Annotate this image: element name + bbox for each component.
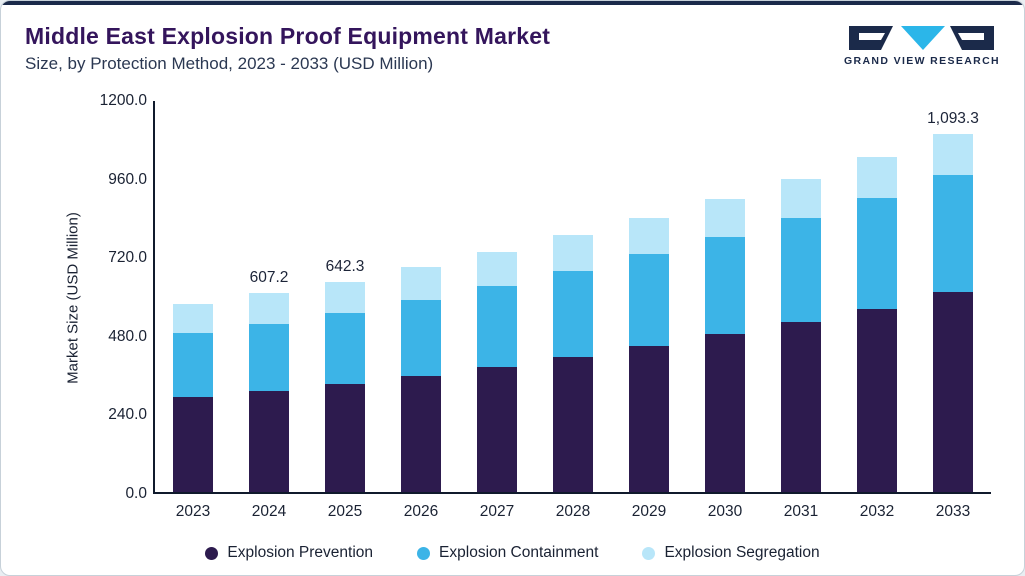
title-block: Middle East Explosion Proof Equipment Ma…: [25, 23, 550, 74]
bar-segment-explosion-containment: [249, 323, 289, 392]
bar-group-2026: 2026: [401, 101, 441, 520]
y-tick-label: 240.0: [108, 406, 147, 424]
legend: Explosion Prevention Explosion Containmen…: [1, 544, 1024, 562]
bar-segment-explosion-containment: [173, 333, 213, 398]
bar-segment-explosion-containment: [477, 285, 517, 367]
legend-label: Explosion Segregation: [664, 544, 820, 561]
bar-segment-explosion-containment: [629, 254, 669, 346]
x-axis-label: 2031: [783, 503, 819, 520]
bar-segment-explosion-containment: [781, 217, 821, 323]
brand-logo: GRAND VIEW RESEARCH: [844, 25, 1000, 67]
x-axis-label: 2033: [935, 503, 971, 520]
bar-group-2030: 2030: [705, 101, 745, 520]
bar-segment-explosion-prevention: [325, 384, 365, 492]
y-tick-label: 720.0: [108, 249, 147, 267]
bar-segment-explosion-prevention: [705, 334, 745, 492]
bar-segment-explosion-prevention: [249, 391, 289, 492]
bar-segment-explosion-containment: [857, 197, 897, 310]
legend-label: Explosion Prevention: [227, 544, 374, 561]
y-tick-label: 960.0: [108, 170, 147, 188]
x-axis-label: 2028: [555, 503, 591, 520]
x-axis-label: 2023: [175, 503, 211, 520]
bar-segment-explosion-segregation: [553, 235, 593, 271]
y-tick-label: 480.0: [108, 327, 147, 345]
x-axis-label: 2032: [859, 503, 895, 520]
bar-segment-explosion-segregation: [933, 133, 973, 175]
legend-item-explosion-segregation: Explosion Segregation: [642, 544, 820, 562]
x-axis-label: 2025: [327, 503, 363, 520]
bar-segment-explosion-segregation: [857, 156, 897, 198]
bar-segment-explosion-segregation: [629, 217, 669, 255]
x-axis-label: 2029: [631, 503, 667, 520]
bar-segment-explosion-containment: [401, 299, 441, 376]
bar-group-2033: 1,093.3 2033: [927, 101, 979, 520]
legend-item-explosion-prevention: Explosion Prevention: [205, 544, 373, 562]
bar-group-2027: 2027: [477, 101, 517, 520]
plot-area: 2023 607.2 2024 642.3 2025 2026 2027 2028 2029 20…: [153, 101, 991, 520]
bar-segment-explosion-segregation: [249, 293, 289, 324]
bar-group-2028: 2028: [553, 101, 593, 520]
bar-segment-explosion-segregation: [781, 178, 821, 218]
bar-value-label: 607.2: [249, 269, 289, 287]
bar-group-2024: 607.2 2024: [249, 101, 289, 520]
x-axis-label: 2026: [403, 503, 439, 520]
legend-item-explosion-containment: Explosion Containment: [417, 544, 598, 562]
bar-group-2025: 642.3 2025: [325, 101, 365, 520]
legend-swatch: [417, 546, 431, 560]
bar-segment-explosion-containment: [933, 174, 973, 293]
logo-marks-icon: [849, 26, 995, 50]
bar-value-label: 1,093.3: [927, 109, 979, 127]
bar-segment-explosion-prevention: [401, 375, 441, 492]
logo-wordmark: GRAND VIEW RESEARCH: [843, 55, 1000, 67]
legend-label: Explosion Containment: [439, 544, 599, 561]
y-axis-ticks: 1200.0 960.0 720.0 480.0 240.0 0.0: [1, 92, 147, 502]
bars: 2023 607.2 2024 642.3 2025 2026 2027 2028 2029 20…: [155, 101, 991, 520]
bar-segment-explosion-containment: [705, 236, 745, 335]
x-axis-label: 2024: [251, 503, 287, 520]
bar-segment-explosion-segregation: [401, 267, 441, 300]
bar-segment-explosion-prevention: [553, 356, 593, 492]
bar-segment-explosion-segregation: [477, 251, 517, 286]
bar-segment-explosion-prevention: [933, 292, 973, 492]
bar-segment-explosion-containment: [553, 270, 593, 357]
y-tick-label: 1200.0: [99, 92, 147, 109]
page-subtitle: Size, by Protection Method, 2023 - 2033 …: [25, 54, 434, 74]
bar-segment-explosion-containment: [325, 312, 365, 385]
bar-segment-explosion-prevention: [477, 366, 517, 492]
bar-value-label: 642.3: [325, 257, 365, 275]
bar-segment-explosion-prevention: [857, 309, 897, 492]
legend-swatch: [642, 546, 656, 560]
bar-segment-explosion-segregation: [173, 303, 213, 334]
bar-group-2031: 2031: [781, 101, 821, 520]
x-axis-label: 2027: [479, 503, 515, 520]
bar-segment-explosion-prevention: [629, 345, 669, 492]
bar-group-2023: 2023: [173, 101, 213, 520]
bar-group-2029: 2029: [629, 101, 669, 520]
bar-group-2032: 2032: [857, 101, 897, 520]
legend-swatch: [205, 546, 219, 560]
bar-segment-explosion-prevention: [781, 322, 821, 492]
page-title: Middle East Explosion Proof Equipment Ma…: [25, 23, 551, 49]
bar-segment-explosion-segregation: [705, 198, 745, 237]
header: Middle East Explosion Proof Equipment Ma…: [1, 5, 1024, 74]
x-axis-label: 2030: [707, 503, 743, 520]
bar-segment-explosion-segregation: [325, 281, 365, 313]
y-tick-label: 0.0: [125, 485, 147, 502]
top-accent-bar: [1, 1, 1024, 5]
bar-segment-explosion-prevention: [173, 397, 213, 492]
